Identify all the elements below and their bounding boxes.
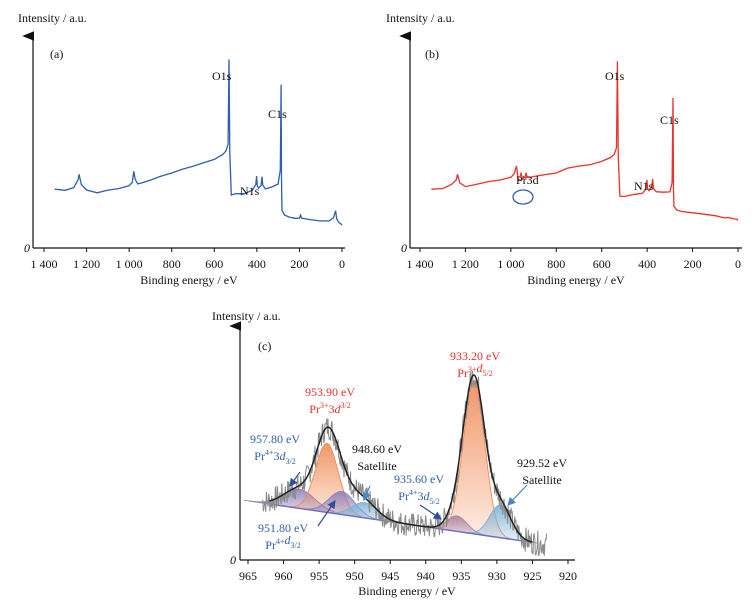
panel-a-n1s-label: N1s xyxy=(240,184,260,198)
annotation-935-species: Pr4+3d5/2 xyxy=(398,488,439,506)
annotation-948: 948.60 eV Satellite xyxy=(352,442,402,473)
xtick-label: 400 xyxy=(248,257,266,271)
annotation-948-value: 948.60 eV xyxy=(352,442,402,456)
annotation-933-value: 933.20 eV xyxy=(450,349,500,363)
xtick-label: 1 000 xyxy=(116,257,143,271)
xtick-label: 800 xyxy=(163,257,181,271)
xtick-label: 920 xyxy=(559,569,577,583)
xtick-label: 800 xyxy=(547,257,565,271)
xtick-label: 935 xyxy=(452,569,470,583)
panel-a-label: (a) xyxy=(50,47,63,61)
xtick-label: 0 xyxy=(735,257,741,271)
panel-b: Intensity / a.u. 0 (b) 1 400 1 200 1 000 80… xyxy=(386,11,742,287)
panel-b-xlabel: Binding energy / eV xyxy=(527,273,625,287)
annotation-953-value: 953.90 eV xyxy=(305,385,355,399)
annotation-929-value: 929.52 eV xyxy=(517,456,567,470)
pr3d-peak xyxy=(524,171,528,178)
panel-b-label: (b) xyxy=(425,47,439,61)
annotation-951-species: Pr4+d3/2 xyxy=(265,533,300,552)
panel-c: Intensity / a.u. 0 (c) 965 960 955 950 945 94… xyxy=(212,309,577,598)
annotation-935-value: 935.60 eV xyxy=(394,472,444,486)
xtick-label: 1 400 xyxy=(31,257,58,271)
annotation-933: 933.20 eV Pr3+d5/2 xyxy=(450,349,500,380)
annotation-929-name: Satellite xyxy=(522,473,561,487)
panel-a-xticks: 1 400 1 200 1 000 800 600 400 200 0 xyxy=(31,248,345,271)
annotation-951: 951.80 eV Pr4+d3/2 xyxy=(258,521,308,552)
panel-a-ylabel: Intensity / a.u. xyxy=(18,11,87,25)
xtick-label: 930 xyxy=(488,569,506,583)
annotation-935: 935.60 eV Pr4+3d5/2 xyxy=(394,472,444,506)
annotation-957-value: 957.80 eV xyxy=(250,432,300,446)
xtick-label: 1 400 xyxy=(407,257,434,271)
arrow-951 xyxy=(317,500,336,527)
xtick-label: 1 000 xyxy=(497,257,524,271)
pr3d-peak xyxy=(519,171,523,178)
annotation-957-species: Pr4+3d3/2 xyxy=(254,448,295,466)
xtick-label: 945 xyxy=(381,569,399,583)
panel-b-xticks: 1 400 1 200 1 000 800 600 400 200 0 xyxy=(407,248,741,271)
annotation-957: 957.80 eV Pr4+3d3/2 xyxy=(250,432,300,466)
panel-b-pr3d-circle xyxy=(512,189,534,205)
arrow-935 xyxy=(419,504,442,520)
annotation-933-species: Pr3+d5/2 xyxy=(457,361,492,380)
xtick-label: 600 xyxy=(593,257,611,271)
arrow-957 xyxy=(289,471,301,487)
panel-a-o1s-label: O1s xyxy=(212,69,232,83)
xtick-label: 1 200 xyxy=(452,257,479,271)
panel-b-ylabel: Intensity / a.u. xyxy=(386,11,455,25)
xtick-label: 0 xyxy=(339,257,345,271)
panel-b-origin: 0 xyxy=(401,241,407,255)
panel-c-xlabel: Binding energy / eV xyxy=(358,584,456,598)
xtick-label: 600 xyxy=(205,257,223,271)
panel-a-origin: 0 xyxy=(24,241,30,255)
xtick-label: 925 xyxy=(523,569,541,583)
xtick-label: 965 xyxy=(239,569,257,583)
panel-b-n1s-label: N1s xyxy=(634,179,654,193)
panel-b-pr3d-label: Pr3d xyxy=(516,173,539,187)
arrow-948 xyxy=(362,485,371,502)
panel-b-spectrum-line xyxy=(431,61,739,221)
xtick-label: 400 xyxy=(638,257,656,271)
panel-a-xlabel: Binding energy / eV xyxy=(140,273,238,287)
panel-c-ylabel: Intensity / a.u. xyxy=(212,309,281,323)
panel-a: Intensity / a.u. 0 (a) 1 400 1 200 1 000 80… xyxy=(18,11,345,287)
panel-a-spectrum-line xyxy=(54,59,343,226)
xtick-label: 200 xyxy=(290,257,308,271)
xtick-label: 1 200 xyxy=(73,257,100,271)
annotation-953-species: Pr3+3d3/2 xyxy=(309,401,350,416)
annotation-948-name: Satellite xyxy=(357,459,396,473)
panel-c-envelope-line xyxy=(269,374,533,543)
annotation-929: 929.52 eV Satellite xyxy=(517,456,567,487)
xtick-label: 940 xyxy=(417,569,435,583)
annotation-951-value: 951.80 eV xyxy=(258,521,308,535)
xtick-label: 200 xyxy=(684,257,702,271)
xtick-label: 955 xyxy=(310,569,328,583)
panel-a-c1s-label: C1s xyxy=(268,107,287,121)
xtick-label: 960 xyxy=(275,569,293,583)
panel-c-label: (c) xyxy=(258,339,271,353)
xtick-label: 950 xyxy=(346,569,364,583)
annotation-953: 953.90 eV Pr3+3d3/2 xyxy=(305,385,355,416)
panel-c-origin: 0 xyxy=(230,553,236,567)
panel-b-c1s-label: C1s xyxy=(660,113,679,127)
panel-c-xticks: 965 960 955 950 945 940 935 930 925 920 xyxy=(239,560,577,583)
panel-b-o1s-label: O1s xyxy=(605,69,625,83)
arrow-929 xyxy=(507,484,528,506)
